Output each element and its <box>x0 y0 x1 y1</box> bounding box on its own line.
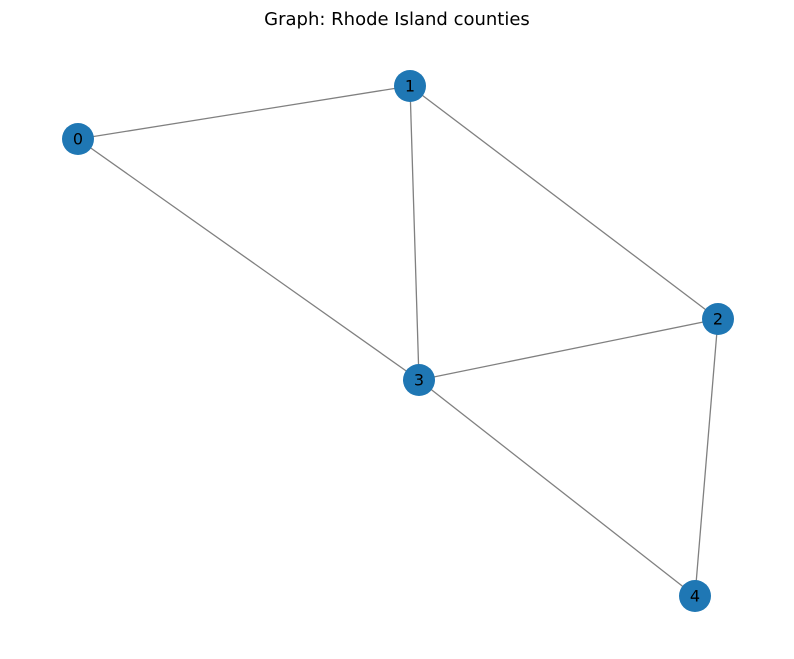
node-circle-0 <box>62 123 94 155</box>
edge-3-4 <box>418 379 696 597</box>
graph-title: Graph: Rhode Island counties <box>264 9 530 30</box>
edge-1-3 <box>409 85 420 381</box>
node-3: 3 <box>403 364 435 396</box>
edge-2-4 <box>694 318 719 597</box>
edge-0-3 <box>77 138 420 381</box>
nodes-layer: 0 1 2 3 4 <box>62 70 734 612</box>
edge-2-3 <box>418 318 719 381</box>
node-label-4: 4 <box>690 587 700 606</box>
node-2: 2 <box>702 303 734 335</box>
node-1: 1 <box>394 70 426 102</box>
node-label-0: 0 <box>73 130 83 149</box>
edge-0-1 <box>77 85 411 140</box>
node-0: 0 <box>62 123 94 155</box>
edges-layer <box>77 85 719 597</box>
node-label-1: 1 <box>405 77 415 96</box>
node-circle-1 <box>394 70 426 102</box>
node-circle-4 <box>679 580 711 612</box>
edge-1-2 <box>409 85 719 320</box>
node-label-3: 3 <box>414 371 424 390</box>
node-circle-2 <box>702 303 734 335</box>
node-circle-3 <box>403 364 435 396</box>
node-label-2: 2 <box>713 310 723 329</box>
node-4: 4 <box>679 580 711 612</box>
